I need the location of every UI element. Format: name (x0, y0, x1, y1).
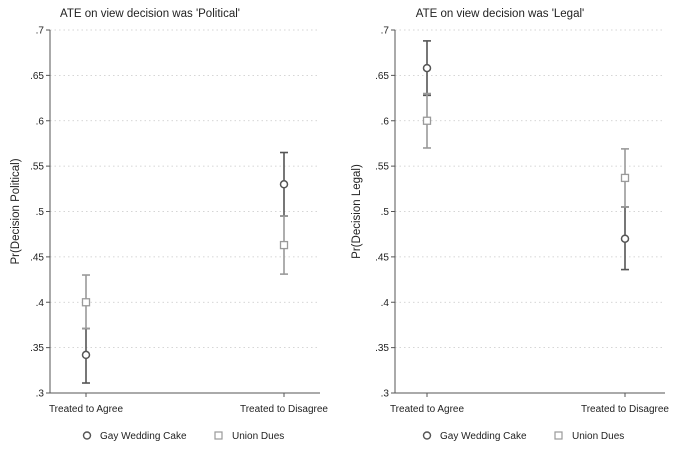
chart-panel-legal: ATE on view decision was 'Legal' .3 .35 .4.… (351, 8, 669, 442)
y-axis-label: Pr(Decision Political) (10, 158, 22, 264)
point-square (620, 173, 630, 183)
legend-label: Union Dues (572, 431, 624, 442)
point-square (81, 298, 91, 307)
legend-label: Union Dues (232, 431, 284, 442)
y-tick-label: .6 (36, 116, 45, 127)
legend-marker-circle (82, 431, 92, 440)
x-tick-label: Treated to Agree (390, 404, 465, 415)
y-tick-label: .6 (381, 116, 390, 127)
legend-marker-square (214, 431, 223, 440)
y-tick-label: .7 (36, 26, 45, 37)
x-tick-label: Treated to Disagree (581, 404, 669, 415)
x-tick-label: Treated to Agree (49, 404, 124, 415)
point-circle (81, 350, 91, 360)
legend-label: Gay Wedding Cake (440, 431, 527, 442)
y-tick-label: .5 (381, 207, 390, 218)
y-tick-label: .35 (30, 343, 44, 354)
y-tick-label: .65 (375, 71, 389, 82)
y-tick-label: .35 (375, 343, 389, 354)
chart-title: ATE on view decision was 'Legal' (416, 8, 584, 20)
y-tick-label: .3 (381, 389, 390, 400)
legend-label: Gay Wedding Cake (100, 431, 187, 442)
y-tick-label: .65 (30, 71, 44, 82)
y-tick-label: .3 (36, 389, 45, 400)
point-circle (422, 63, 432, 73)
point-circle (620, 234, 630, 243)
chart-title: ATE on view decision was 'Political' (60, 8, 240, 20)
y-tick-label: .4 (36, 298, 45, 309)
chart-panel-political: ATE on view decision was 'Political' .3 .3… (10, 8, 328, 442)
point-square (279, 240, 289, 250)
y-tick-label: .55 (30, 162, 44, 173)
y-tick-label: .45 (375, 252, 389, 263)
y-tick-label: .55 (375, 162, 389, 173)
y-tick-label: .5 (36, 207, 45, 218)
x-tick-label: Treated to Disagree (240, 404, 328, 415)
y-axis-label: Pr(Decision Legal) (351, 164, 363, 259)
y-tick-label: .7 (381, 26, 390, 37)
legend-marker-circle (422, 431, 432, 440)
y-tick-label: .45 (30, 252, 44, 263)
point-square (422, 116, 432, 125)
legend-marker-square (554, 431, 563, 440)
point-circle (279, 180, 289, 189)
y-tick-label: .4 (381, 298, 390, 309)
